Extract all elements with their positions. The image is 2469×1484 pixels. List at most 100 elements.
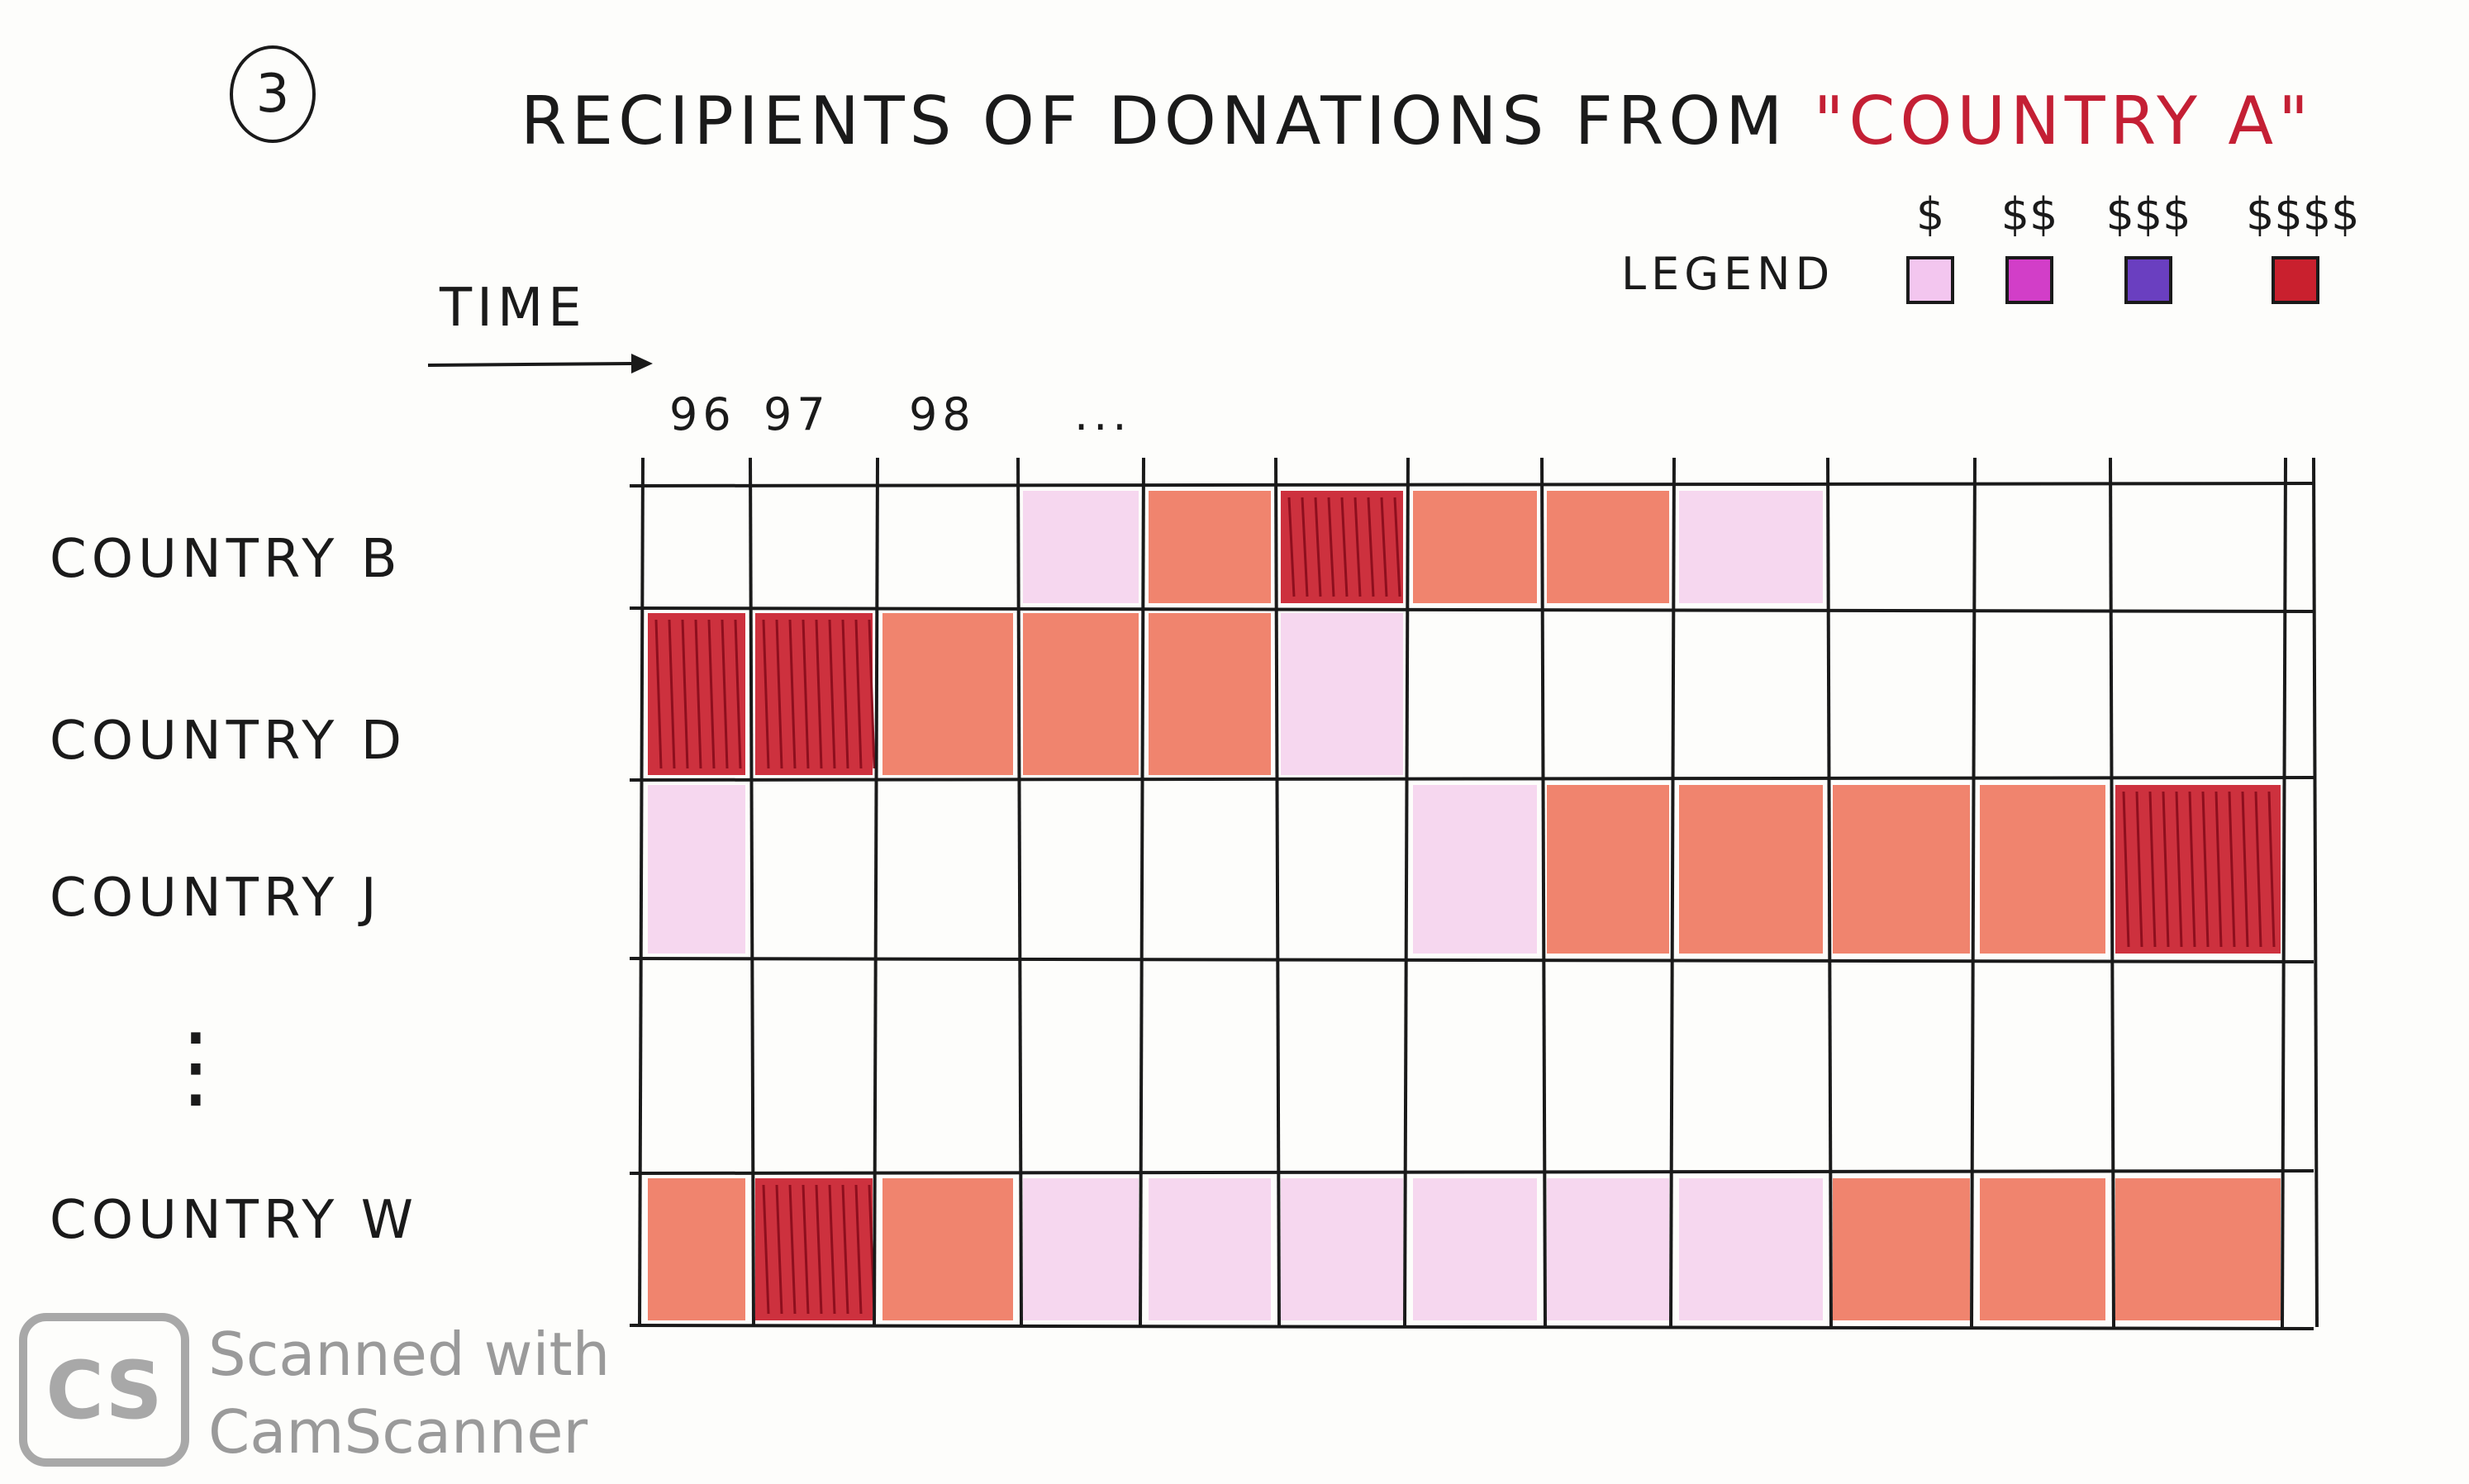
chart-title-prefix: RECIPIENTS OF DONATIONS FROM bbox=[521, 83, 1788, 159]
x-tick-label: ... bbox=[1074, 388, 1132, 440]
heatmap-cell-r4-c3 bbox=[1023, 1178, 1139, 1320]
grid-col-line bbox=[638, 457, 645, 1328]
grid-col-line bbox=[1016, 457, 1023, 1328]
cell-hatch bbox=[2254, 791, 2262, 948]
grid-col-line bbox=[1970, 457, 1977, 1328]
legend-label: LEGEND bbox=[1621, 248, 1835, 300]
heatmap-cell-r0-c4 bbox=[1149, 491, 1271, 603]
legend-symbol: $ bbox=[1915, 188, 1945, 240]
cell-hatch bbox=[2201, 791, 2210, 948]
row-ellipsis: ⋮ bbox=[150, 1013, 241, 1119]
grid-col-line bbox=[1826, 457, 1833, 1328]
cell-hatch bbox=[868, 619, 876, 769]
cell-hatch bbox=[854, 1184, 863, 1315]
cell-hatch bbox=[775, 1184, 783, 1315]
heatmap-cell-r2-c10 bbox=[1980, 785, 2105, 954]
heatmap-cell-r0-c7 bbox=[1547, 491, 1669, 603]
camscanner-badge-text: CS bbox=[45, 1344, 162, 1437]
heatmap-cell-r4-c5 bbox=[1281, 1178, 1403, 1320]
figure-number-text: 3 bbox=[255, 64, 290, 125]
cell-hatch bbox=[734, 619, 742, 769]
cell-hatch bbox=[721, 619, 729, 769]
heatmap-cell-r1-c3 bbox=[1023, 613, 1139, 775]
cell-hatch bbox=[815, 1184, 823, 1315]
cell-hatch bbox=[654, 619, 663, 769]
x-tick-label: 97 bbox=[764, 388, 830, 440]
cell-hatch bbox=[1314, 497, 1322, 597]
legend-symbol: $$$ bbox=[2105, 188, 2191, 240]
legend-swatch bbox=[2272, 256, 2319, 304]
heatmap-cell-r4-c2 bbox=[882, 1178, 1013, 1320]
heatmap-cell-r2-c6 bbox=[1413, 785, 1537, 954]
cell-hatch bbox=[2228, 791, 2236, 948]
cell-hatch bbox=[815, 619, 823, 769]
heatmap-cell-r2-c0 bbox=[648, 785, 745, 954]
time-axis-label: TIME bbox=[440, 278, 587, 339]
grid-row-line bbox=[629, 606, 2314, 613]
cell-hatch bbox=[707, 619, 716, 769]
cell-hatch bbox=[841, 1184, 849, 1315]
heatmap-cell-r1-c5 bbox=[1281, 613, 1403, 775]
chart-title: RECIPIENTS OF DONATIONS FROM "COUNTRY A" bbox=[521, 83, 2314, 159]
heatmap-cell-r1-c2 bbox=[882, 613, 1013, 775]
grid-col-line bbox=[1540, 457, 1547, 1328]
camscanner-logo: CS bbox=[19, 1313, 189, 1467]
cell-hatch bbox=[828, 1184, 836, 1315]
camscanner-watermark: Scanned with CamScanner bbox=[208, 1315, 610, 1471]
grid-row-line bbox=[629, 1169, 2314, 1175]
heatmap-cell-r4-c8 bbox=[1679, 1178, 1823, 1320]
cell-hatch bbox=[1367, 497, 1375, 597]
heatmap-cell-r2-c11 bbox=[2115, 785, 2281, 954]
cell-hatch bbox=[2148, 791, 2157, 948]
cell-hatch bbox=[854, 619, 863, 769]
watermark-line2: CamScanner bbox=[208, 1397, 588, 1467]
heatmap-cell-r0-c3 bbox=[1023, 491, 1139, 603]
heatmap-cell-r1-c4 bbox=[1149, 613, 1271, 775]
grid-row-line bbox=[629, 482, 2314, 488]
x-tick-label: 96 bbox=[669, 388, 736, 440]
cell-hatch bbox=[2122, 791, 2130, 948]
legend-item: $$ bbox=[1980, 188, 2079, 304]
cell-hatch bbox=[2188, 791, 2196, 948]
cell-hatch bbox=[828, 619, 836, 769]
heatmap-cell-r4-c10 bbox=[1980, 1178, 2105, 1320]
grid-col-line bbox=[2281, 457, 2287, 1328]
cell-hatch bbox=[841, 619, 849, 769]
legend-symbol: $$ bbox=[2000, 188, 2058, 240]
cell-hatch bbox=[1380, 497, 1388, 597]
legend-item: $$$$ bbox=[2246, 188, 2360, 304]
cell-hatch bbox=[668, 619, 676, 769]
row-label: COUNTRY D bbox=[50, 711, 407, 772]
grid-col-line bbox=[1274, 457, 1281, 1328]
grid-col-line bbox=[1139, 457, 1145, 1328]
cell-hatch bbox=[2214, 791, 2223, 948]
legend-symbol: $$$$ bbox=[2246, 188, 2360, 240]
grid-row-line bbox=[629, 957, 2314, 963]
cell-hatch bbox=[802, 1184, 810, 1315]
cell-hatch bbox=[1301, 497, 1309, 597]
cell-hatch bbox=[1393, 497, 1401, 597]
heatmap-cell-r4-c4 bbox=[1149, 1178, 1271, 1320]
legend-swatch bbox=[2124, 256, 2172, 304]
cell-hatch bbox=[2241, 791, 2249, 948]
cell-hatch bbox=[2175, 791, 2183, 948]
grid-col-line bbox=[873, 457, 879, 1328]
heatmap-cell-r4-c9 bbox=[1833, 1178, 1970, 1320]
watermark-line1: Scanned with bbox=[208, 1320, 611, 1389]
cell-hatch bbox=[1340, 497, 1349, 597]
heatmap-cell-r4-c6 bbox=[1413, 1178, 1537, 1320]
heatmap-cell-r4-c0 bbox=[648, 1178, 745, 1320]
time-arrow-icon bbox=[427, 354, 653, 373]
cell-hatch bbox=[1287, 497, 1296, 597]
grid-col-line bbox=[1669, 457, 1676, 1328]
cell-hatch bbox=[762, 619, 770, 769]
heatmap-cell-r2-c7 bbox=[1547, 785, 1669, 954]
cell-hatch bbox=[788, 1184, 797, 1315]
legend-item: $$$ bbox=[2099, 188, 2198, 304]
cell-hatch bbox=[775, 619, 783, 769]
heatmap-cell-r2-c8 bbox=[1679, 785, 1823, 954]
legend-item: $ bbox=[1881, 188, 1980, 304]
row-label: COUNTRY B bbox=[50, 529, 402, 590]
heatmap-cell-r2-c9 bbox=[1833, 785, 1970, 954]
